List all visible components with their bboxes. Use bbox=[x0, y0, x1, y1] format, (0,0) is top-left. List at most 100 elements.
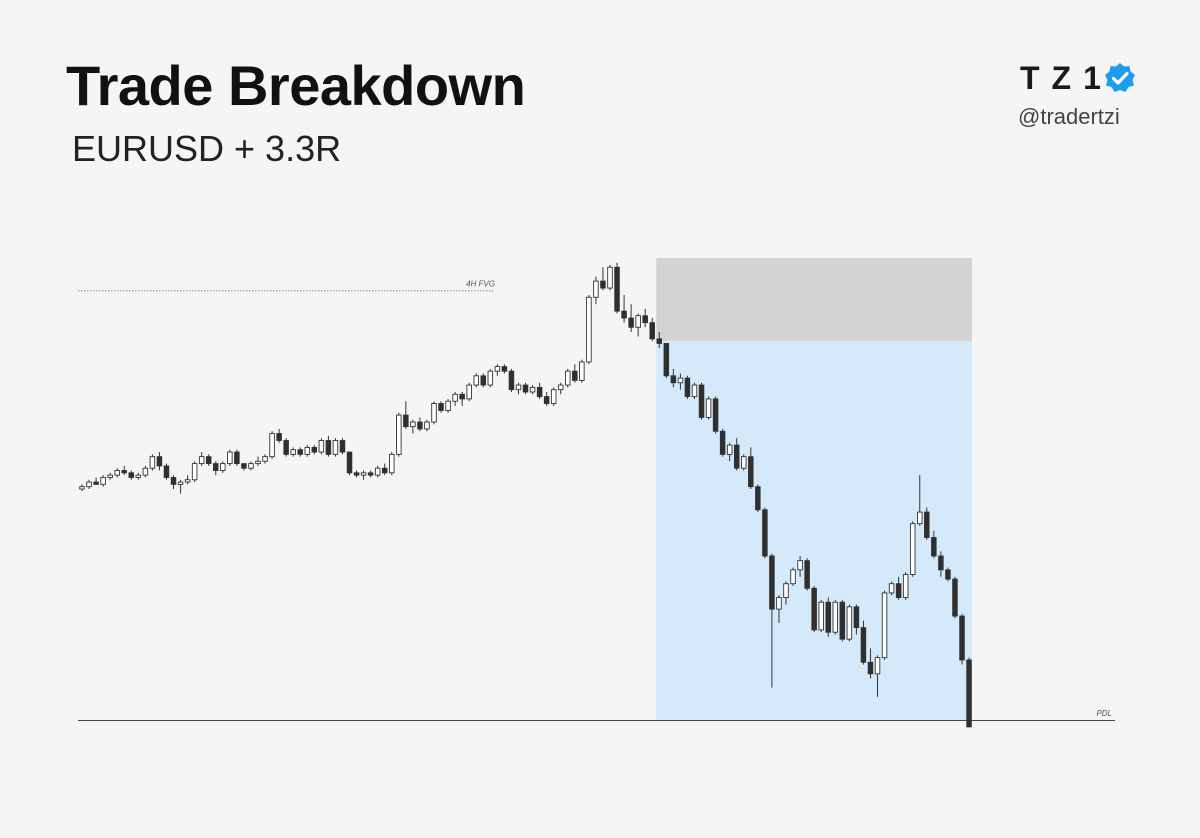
bear-candle-body bbox=[170, 477, 177, 485]
bear-candle-body bbox=[769, 555, 775, 610]
candle bbox=[248, 461, 254, 471]
bear-candle-body bbox=[924, 511, 930, 538]
candle bbox=[389, 452, 395, 476]
bear-candle-body bbox=[128, 472, 135, 478]
candle bbox=[846, 604, 853, 642]
candle bbox=[170, 475, 177, 489]
candle bbox=[93, 477, 99, 485]
candle bbox=[776, 595, 782, 623]
candle bbox=[628, 304, 634, 332]
candle bbox=[360, 470, 367, 480]
bear-candle-body bbox=[234, 451, 240, 465]
bear-candle-body bbox=[93, 481, 99, 485]
bear-candle-body bbox=[459, 393, 465, 400]
bear-candle-body bbox=[403, 414, 409, 428]
bull-candle-body bbox=[431, 403, 437, 423]
fvg-label: 4H FVG bbox=[466, 279, 495, 288]
bear-candle-body bbox=[712, 398, 719, 432]
bear-candle-body bbox=[663, 343, 670, 377]
bull-candle-body bbox=[607, 266, 613, 289]
candle bbox=[726, 442, 733, 462]
bull-candle-body bbox=[424, 421, 430, 430]
candle bbox=[867, 648, 874, 679]
bear-candle-body bbox=[353, 472, 360, 476]
candle bbox=[466, 382, 472, 402]
candle bbox=[403, 401, 409, 429]
candle bbox=[304, 445, 311, 457]
candle bbox=[811, 586, 817, 633]
candle bbox=[797, 555, 803, 577]
bear-candle-body bbox=[543, 396, 550, 404]
candle bbox=[297, 447, 303, 457]
bear-candle-body bbox=[966, 659, 972, 728]
candle bbox=[163, 463, 170, 480]
candle bbox=[86, 479, 92, 489]
bear-candle-body bbox=[600, 280, 606, 289]
candle bbox=[79, 484, 85, 492]
bull-candle-body bbox=[332, 440, 339, 455]
candle bbox=[748, 447, 754, 489]
candle bbox=[902, 572, 909, 600]
bull-candle-body bbox=[107, 474, 113, 478]
candle bbox=[832, 599, 839, 635]
bear-candle-body bbox=[804, 560, 810, 589]
bear-candle-body bbox=[642, 315, 648, 324]
candle bbox=[818, 599, 824, 633]
bull-candle-body bbox=[410, 421, 416, 428]
bull-candle-body bbox=[318, 440, 325, 453]
candle bbox=[966, 657, 972, 728]
bull-candle-body bbox=[374, 467, 381, 476]
candle bbox=[424, 419, 430, 432]
candle bbox=[325, 435, 332, 457]
candle bbox=[635, 313, 641, 337]
bear-candle-body bbox=[853, 606, 860, 629]
brand-logo: TZ1 bbox=[1020, 60, 1113, 96]
bull-candle-body bbox=[269, 433, 275, 458]
bear-candle-body bbox=[480, 375, 487, 386]
candle bbox=[114, 468, 120, 478]
candle bbox=[156, 452, 163, 471]
candle bbox=[107, 472, 113, 480]
bear-candle-body bbox=[698, 384, 705, 418]
bull-candle-body bbox=[304, 446, 311, 455]
candle bbox=[220, 461, 226, 473]
bear-candle-body bbox=[811, 587, 817, 631]
candle bbox=[234, 449, 240, 466]
candle bbox=[649, 318, 655, 342]
candle bbox=[142, 465, 149, 478]
bull-candle-body bbox=[135, 474, 142, 478]
bull-candle-body bbox=[262, 456, 268, 462]
candle bbox=[642, 308, 648, 328]
candle bbox=[565, 368, 571, 388]
candle bbox=[931, 530, 937, 559]
candle bbox=[487, 368, 494, 388]
bull-candle-body bbox=[846, 606, 853, 640]
candle bbox=[346, 451, 353, 476]
bear-candle-body bbox=[733, 444, 740, 469]
candle bbox=[579, 359, 585, 383]
candle bbox=[290, 447, 296, 457]
candle bbox=[719, 428, 726, 457]
candle bbox=[501, 364, 508, 374]
bear-candle-body bbox=[656, 338, 663, 344]
bear-candle-body bbox=[670, 375, 677, 384]
bear-candle-body bbox=[762, 509, 768, 557]
candle bbox=[262, 454, 268, 464]
bear-candle-body bbox=[438, 403, 444, 411]
candle bbox=[318, 438, 325, 455]
bull-candle-body bbox=[529, 386, 536, 393]
candle bbox=[607, 264, 613, 291]
candle bbox=[381, 463, 388, 476]
bear-candle-body bbox=[755, 486, 761, 511]
candle bbox=[445, 398, 451, 413]
bull-candle-body bbox=[874, 657, 881, 675]
bull-candle-body bbox=[881, 592, 888, 659]
candle bbox=[529, 385, 536, 395]
candle bbox=[557, 382, 564, 395]
bull-candle-body bbox=[832, 601, 839, 633]
bull-candle-body bbox=[290, 449, 296, 455]
bear-candle-body bbox=[205, 456, 212, 465]
candle bbox=[621, 294, 627, 323]
bear-candle-body bbox=[959, 615, 965, 661]
